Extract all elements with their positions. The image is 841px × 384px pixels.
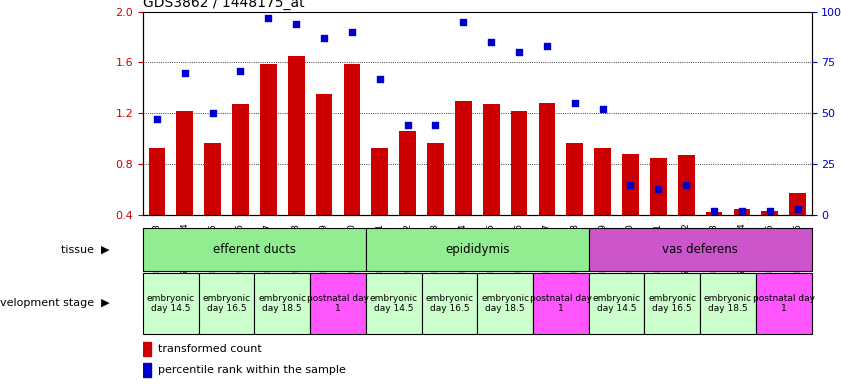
- Bar: [589, 273, 644, 334]
- Point: [151, 116, 164, 122]
- Text: epididymis: epididymis: [445, 243, 510, 256]
- Bar: [177, 111, 193, 215]
- Point: [791, 206, 804, 212]
- Point: [429, 122, 442, 129]
- Point: [680, 182, 693, 188]
- Bar: [366, 273, 421, 334]
- Bar: [254, 273, 310, 334]
- Bar: [455, 101, 472, 215]
- Point: [596, 106, 610, 112]
- Bar: [566, 142, 583, 215]
- Bar: [143, 342, 151, 356]
- Point: [512, 49, 526, 55]
- Bar: [650, 158, 667, 215]
- Bar: [595, 147, 611, 215]
- Bar: [288, 56, 304, 215]
- Point: [262, 15, 275, 21]
- Text: embryonic
day 18.5: embryonic day 18.5: [481, 294, 529, 313]
- Bar: [143, 363, 151, 377]
- Bar: [761, 211, 778, 215]
- Bar: [232, 104, 249, 215]
- Text: embryonic
day 16.5: embryonic day 16.5: [203, 294, 251, 313]
- Text: postnatal day
1: postnatal day 1: [753, 294, 815, 313]
- Bar: [700, 273, 756, 334]
- Bar: [204, 142, 221, 215]
- Point: [707, 208, 721, 214]
- Bar: [399, 131, 416, 215]
- Bar: [260, 64, 277, 215]
- Point: [457, 19, 470, 25]
- Bar: [644, 273, 700, 334]
- Bar: [589, 228, 812, 271]
- Text: embryonic
day 14.5: embryonic day 14.5: [147, 294, 195, 313]
- Point: [317, 35, 331, 41]
- Text: embryonic
day 16.5: embryonic day 16.5: [648, 294, 696, 313]
- Text: percentile rank within the sample: percentile rank within the sample: [157, 365, 346, 375]
- Bar: [622, 154, 639, 215]
- Point: [401, 122, 415, 129]
- Bar: [538, 103, 555, 215]
- Bar: [366, 228, 589, 271]
- Point: [540, 43, 553, 49]
- Text: embryonic
day 18.5: embryonic day 18.5: [704, 294, 752, 313]
- Text: efferent ducts: efferent ducts: [213, 243, 296, 256]
- Bar: [198, 273, 254, 334]
- Point: [234, 68, 247, 74]
- Text: GDS3862 / 1448175_at: GDS3862 / 1448175_at: [143, 0, 304, 10]
- Point: [484, 39, 498, 45]
- Point: [206, 110, 220, 116]
- Point: [373, 76, 387, 82]
- Text: tissue  ▶: tissue ▶: [61, 245, 109, 255]
- Text: embryonic
day 18.5: embryonic day 18.5: [258, 294, 306, 313]
- Text: embryonic
day 14.5: embryonic day 14.5: [593, 294, 641, 313]
- Text: postnatal day
1: postnatal day 1: [530, 294, 592, 313]
- Point: [345, 29, 358, 35]
- Point: [178, 70, 192, 76]
- Bar: [477, 273, 533, 334]
- Bar: [427, 142, 444, 215]
- Bar: [483, 104, 500, 215]
- Bar: [706, 212, 722, 215]
- Bar: [756, 273, 812, 334]
- Text: embryonic
day 14.5: embryonic day 14.5: [370, 294, 418, 313]
- Bar: [343, 64, 360, 215]
- Point: [624, 182, 637, 188]
- Point: [763, 208, 776, 214]
- Bar: [533, 273, 589, 334]
- Bar: [143, 228, 366, 271]
- Bar: [310, 273, 366, 334]
- Text: postnatal day
1: postnatal day 1: [307, 294, 369, 313]
- Bar: [789, 194, 806, 215]
- Point: [568, 100, 581, 106]
- Point: [735, 208, 748, 214]
- Bar: [143, 273, 198, 334]
- Text: development stage  ▶: development stage ▶: [0, 298, 109, 308]
- Bar: [510, 111, 527, 215]
- Text: transformed count: transformed count: [157, 344, 262, 354]
- Text: embryonic
day 16.5: embryonic day 16.5: [426, 294, 473, 313]
- Text: vas deferens: vas deferens: [662, 243, 738, 256]
- Bar: [678, 155, 695, 215]
- Bar: [733, 209, 750, 215]
- Point: [652, 185, 665, 192]
- Bar: [315, 94, 332, 215]
- Bar: [149, 147, 165, 215]
- Bar: [372, 147, 388, 215]
- Bar: [421, 273, 477, 334]
- Point: [289, 21, 303, 27]
